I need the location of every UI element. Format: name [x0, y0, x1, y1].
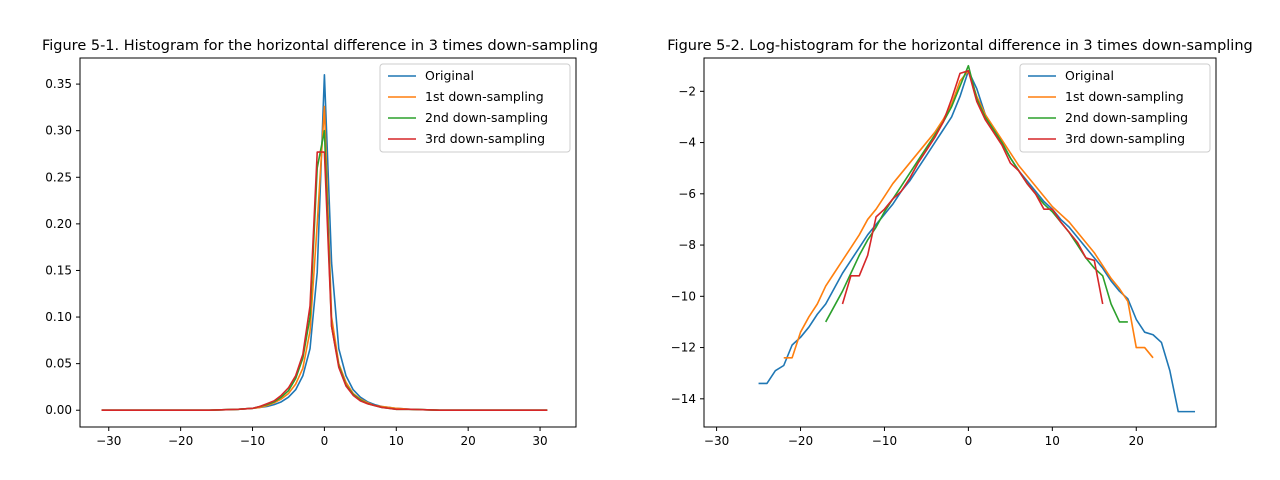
- series-line-3: [841, 70, 1104, 305]
- y-tick-label: −2: [678, 84, 696, 98]
- x-tick-label: 0: [965, 434, 973, 448]
- legend-label-3: 3rd down-sampling: [1065, 131, 1185, 146]
- chart-title: Figure 5-1. Histogram for the horizontal…: [42, 38, 598, 54]
- y-tick-label: −12: [671, 341, 696, 355]
- x-tick-label: −20: [788, 434, 813, 448]
- x-tick-label: 10: [389, 434, 404, 448]
- legend-label-2: 2nd down-sampling: [1065, 110, 1188, 125]
- x-tick-label: −30: [96, 434, 121, 448]
- y-tick-label: 0.35: [45, 77, 72, 91]
- legend-label-1: 1st down-sampling: [425, 89, 544, 104]
- legend-label-0: Original: [425, 68, 474, 83]
- y-tick-label: −6: [678, 187, 696, 201]
- x-tick-label: −10: [240, 434, 265, 448]
- y-tick-label: 0.10: [45, 310, 72, 324]
- axes-frame: [703, 57, 1217, 428]
- legend-label-2: 2nd down-sampling: [425, 110, 548, 125]
- y-tick-label: −14: [671, 392, 696, 406]
- y-tick-label: 0.20: [45, 217, 72, 231]
- x-tick-label: −10: [872, 434, 897, 448]
- legend-label-3: 3rd down-sampling: [425, 131, 545, 146]
- x-tick-label: −20: [168, 434, 193, 448]
- legend-box: [1019, 63, 1211, 153]
- chart-title: Figure 5-2. Log-histogram for the horizo…: [667, 38, 1252, 54]
- x-tick-label: 10: [1045, 434, 1060, 448]
- y-tick-label: 0.00: [45, 403, 72, 417]
- legend-box: [379, 63, 571, 153]
- legend-label-0: Original: [1065, 68, 1114, 83]
- axes-frame: [79, 57, 577, 428]
- y-tick-label: −10: [671, 289, 696, 303]
- series-line-2: [101, 129, 548, 412]
- x-tick-label: 20: [1129, 434, 1144, 448]
- y-tick-label: 0.05: [45, 357, 72, 371]
- y-tick-label: 0.25: [45, 170, 72, 184]
- x-tick-label: 30: [532, 434, 547, 448]
- legend-label-1: 1st down-sampling: [1065, 89, 1184, 104]
- y-tick-label: 0.15: [45, 263, 72, 277]
- y-tick-label: −4: [678, 136, 696, 150]
- x-tick-label: −30: [704, 434, 729, 448]
- y-tick-label: 0.30: [45, 124, 72, 138]
- x-tick-label: 20: [461, 434, 476, 448]
- chart-log-histogram: Figure 5-2. Log-histogram for the horizo…: [667, 38, 1252, 448]
- x-tick-label: 0: [321, 434, 329, 448]
- chart-histogram: Figure 5-1. Histogram for the horizontal…: [42, 38, 598, 448]
- series-line-3: [101, 151, 548, 412]
- y-tick-label: −8: [678, 238, 696, 252]
